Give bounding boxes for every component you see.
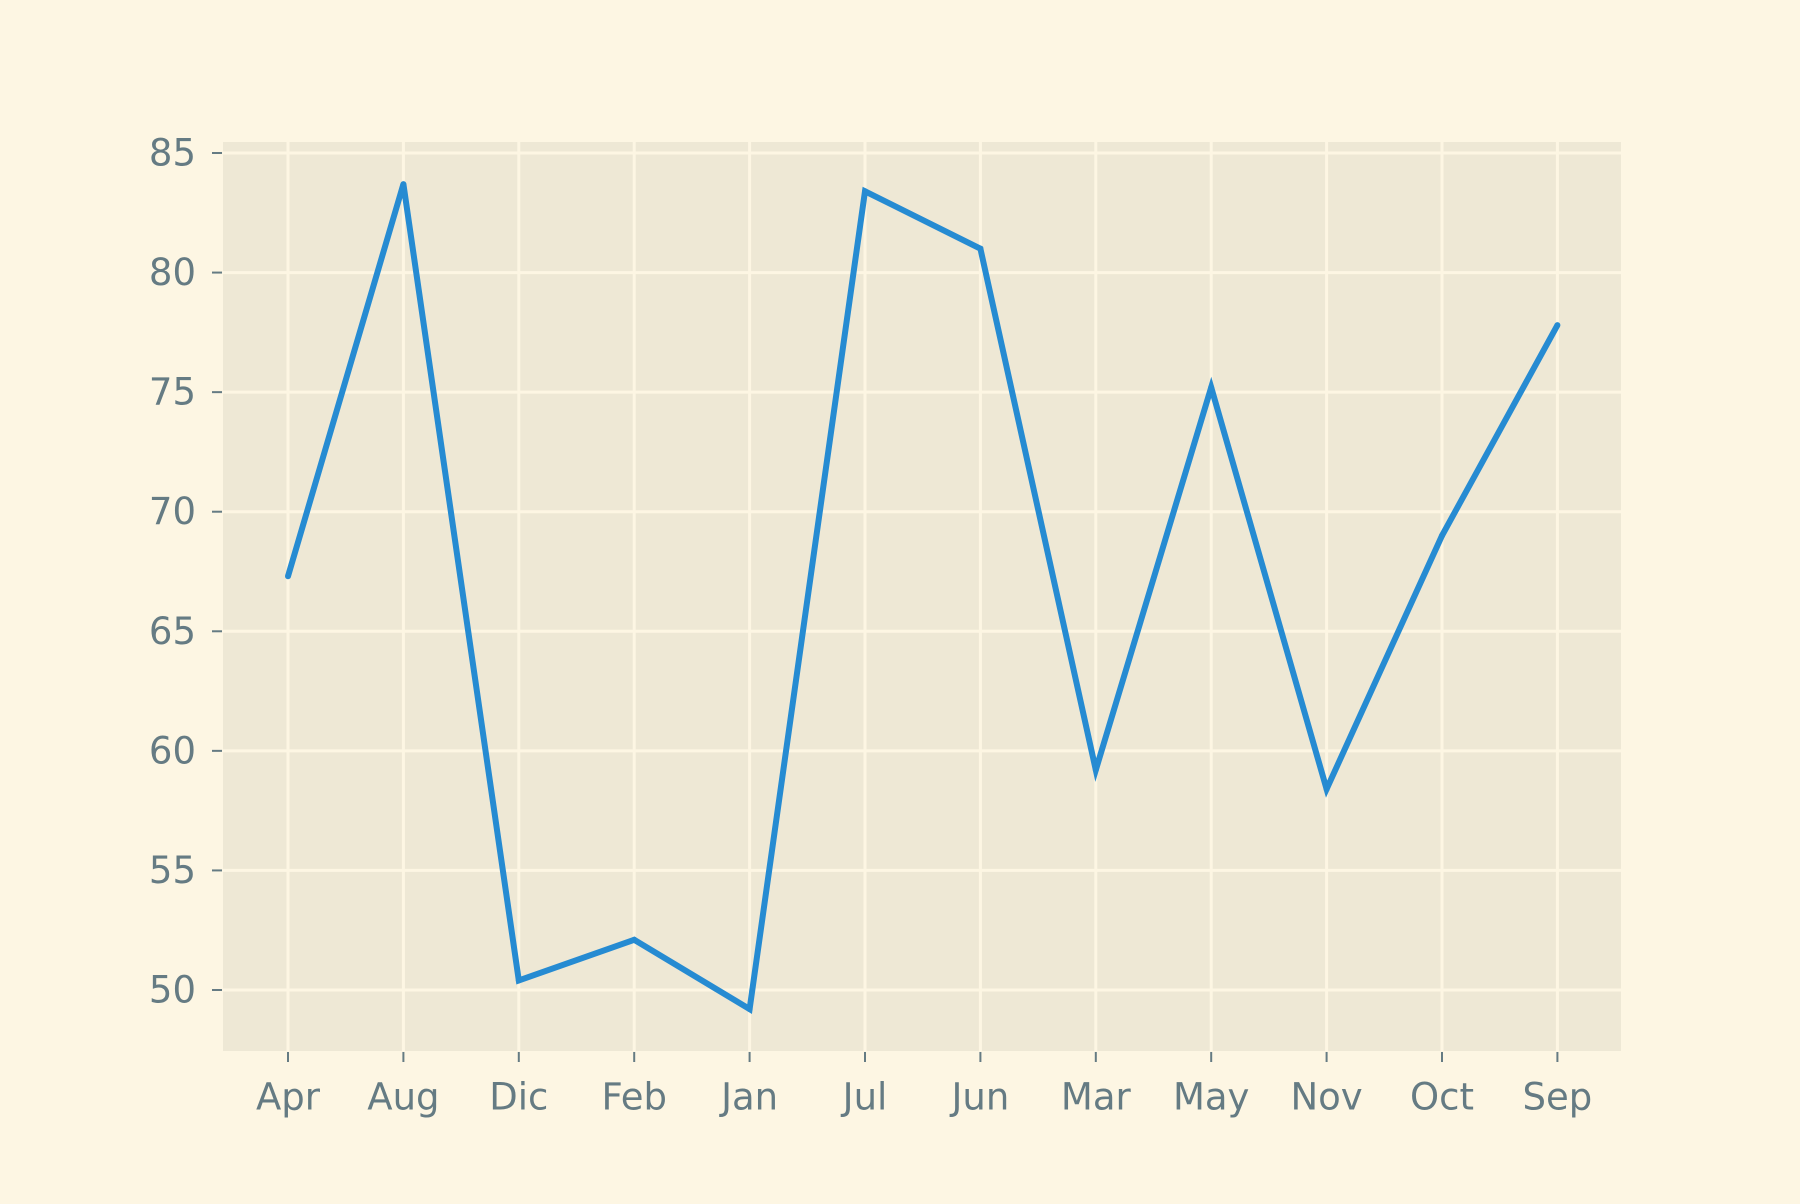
y-tick-label: 75 [149,371,196,414]
data-point [1092,766,1099,773]
y-tick-label: 80 [149,251,196,294]
data-point [1323,786,1330,793]
x-tick-label: Apr [256,1076,321,1119]
y-tick-label: 70 [149,490,196,533]
axis-ticks: 50 55 60 65 70 75 80 85 Apr Aug Dic Feb Jan Jul Jun Mar… [149,132,1592,1119]
x-tick-label: Oct [1410,1076,1474,1119]
data-point [285,573,291,580]
y-tick-label: 85 [149,132,196,175]
x-tick-label: Jun [949,1076,1009,1119]
data-point [1208,384,1215,391]
x-tick-label: Aug [367,1076,439,1119]
x-tick-label: Sep [1523,1076,1593,1119]
x-tick-label: Nov [1290,1076,1362,1119]
x-tick-label: Jan [719,1076,778,1119]
series-layer [285,181,1561,1015]
data-point [1439,532,1445,539]
data-point [1554,322,1561,329]
plot-area [223,142,1621,1051]
data-point [631,936,638,943]
x-tick-label: Mar [1061,1076,1132,1119]
data-point [515,977,522,984]
y-tick-label: 60 [149,729,196,772]
x-tick-label: Feb [601,1076,667,1119]
series-line [285,183,1561,1015]
x-tick-label: May [1173,1076,1250,1119]
y-tick-label: 50 [149,969,196,1012]
grid [223,142,1621,1051]
data-point [746,1006,753,1013]
x-tick-label: Dic [489,1076,548,1119]
y-tick-label: 55 [149,849,196,892]
y-tick-label: 65 [149,610,196,653]
data-point [862,188,868,195]
x-tick-label: Jul [841,1076,888,1119]
data-point [400,181,407,188]
data-point [977,245,984,252]
